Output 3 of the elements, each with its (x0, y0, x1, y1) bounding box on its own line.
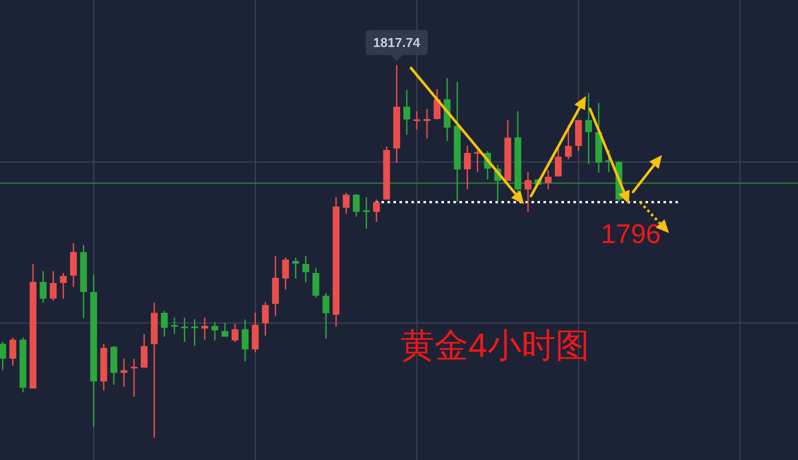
annotation: 1796 (600, 219, 661, 250)
title: 黄金4小时图 (400, 327, 590, 365)
annotation: 1817.74 (373, 35, 420, 50)
